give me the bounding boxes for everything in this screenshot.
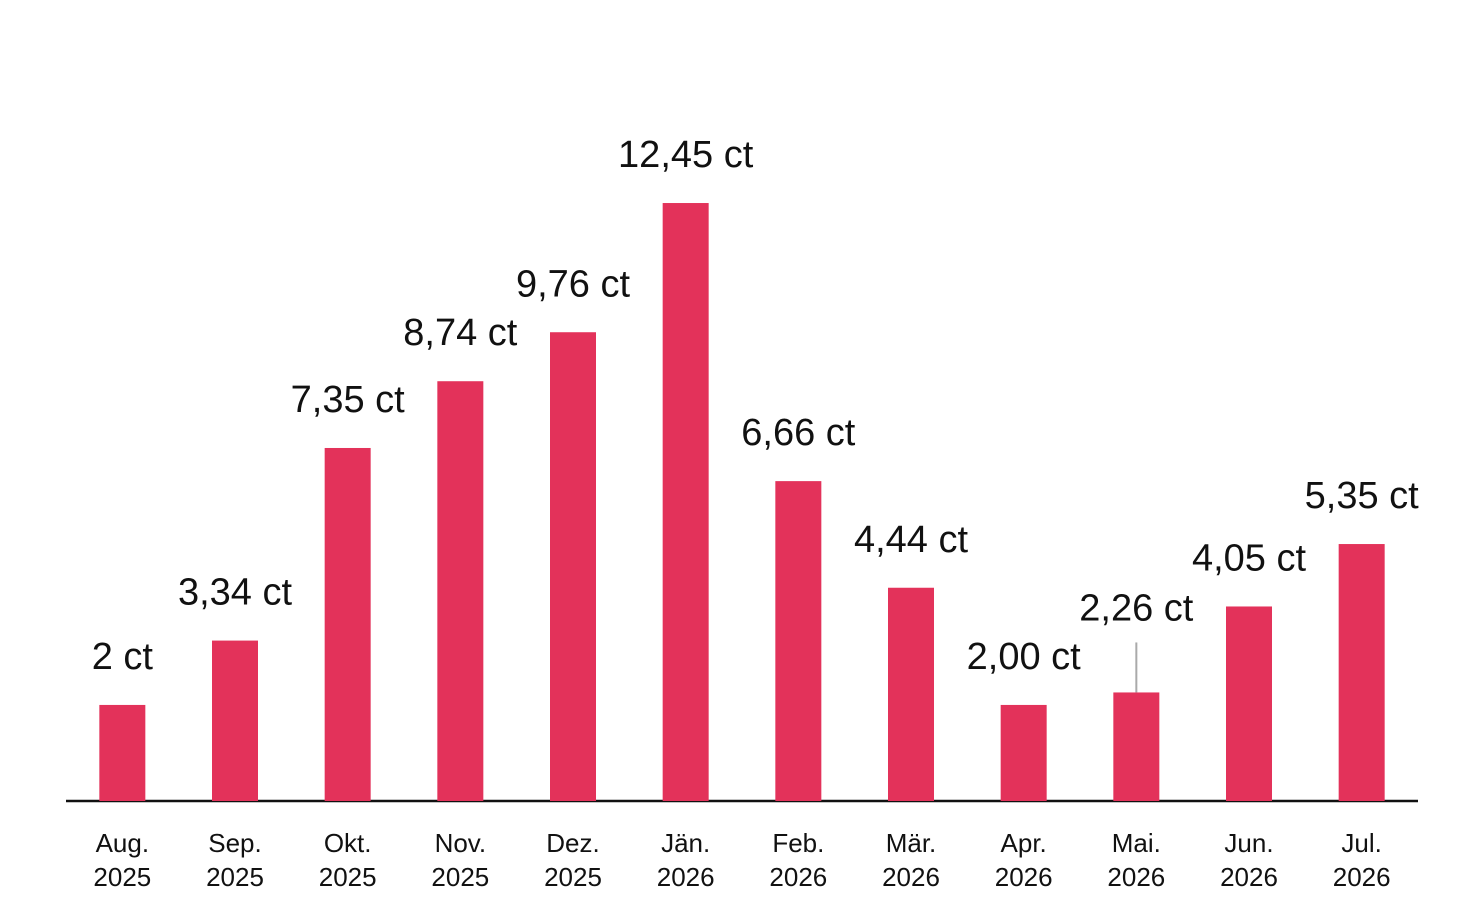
- value-label: 9,76 ct: [516, 263, 631, 305]
- bar: [212, 640, 258, 801]
- x-tick-label: Mär. 2026: [882, 828, 940, 892]
- x-tick-label: Sep. 2025: [206, 828, 264, 892]
- bar: [888, 587, 934, 801]
- bar: [324, 447, 371, 801]
- value-label: 6,66 ct: [741, 412, 856, 454]
- x-tick-label: Jän. 2026: [656, 828, 715, 892]
- x-tick-label: Aug. 2025: [93, 828, 152, 892]
- value-label: 4,05 ct: [1192, 538, 1307, 580]
- x-tick-label: Jun. 2026: [1220, 828, 1278, 892]
- value-label: 4,44 ct: [854, 519, 969, 561]
- value-label: 3,34 ct: [178, 572, 293, 614]
- x-tick-label: Mai. 2026: [1107, 828, 1166, 892]
- bar: [437, 381, 484, 801]
- x-tick-label: Feb. 2026: [769, 828, 828, 892]
- x-tick-label: Okt. 2025: [318, 828, 377, 892]
- value-label: 12,45 ct: [618, 134, 754, 176]
- value-label: 2 ct: [92, 636, 154, 678]
- bar: [775, 481, 822, 801]
- bar: [550, 332, 596, 801]
- x-tick-label: Nov. 2025: [431, 828, 490, 892]
- value-label: 2,26 ct: [1079, 587, 1194, 629]
- bar: [1338, 544, 1385, 801]
- bar: [1113, 692, 1160, 801]
- x-tick-label: Jul. 2026: [1332, 828, 1391, 892]
- x-tick-label: Apr. 2026: [994, 828, 1053, 892]
- bar: [1000, 704, 1047, 801]
- x-tick-label: Dez. 2025: [544, 828, 602, 892]
- value-label: 7,35 ct: [291, 379, 406, 421]
- bar: [662, 203, 709, 802]
- value-label: 8,74 ct: [403, 312, 518, 354]
- bar: [1226, 606, 1272, 801]
- value-label: 5,35 ct: [1305, 475, 1420, 517]
- bar: [99, 704, 146, 801]
- value-label: 2,00 ct: [967, 636, 1082, 678]
